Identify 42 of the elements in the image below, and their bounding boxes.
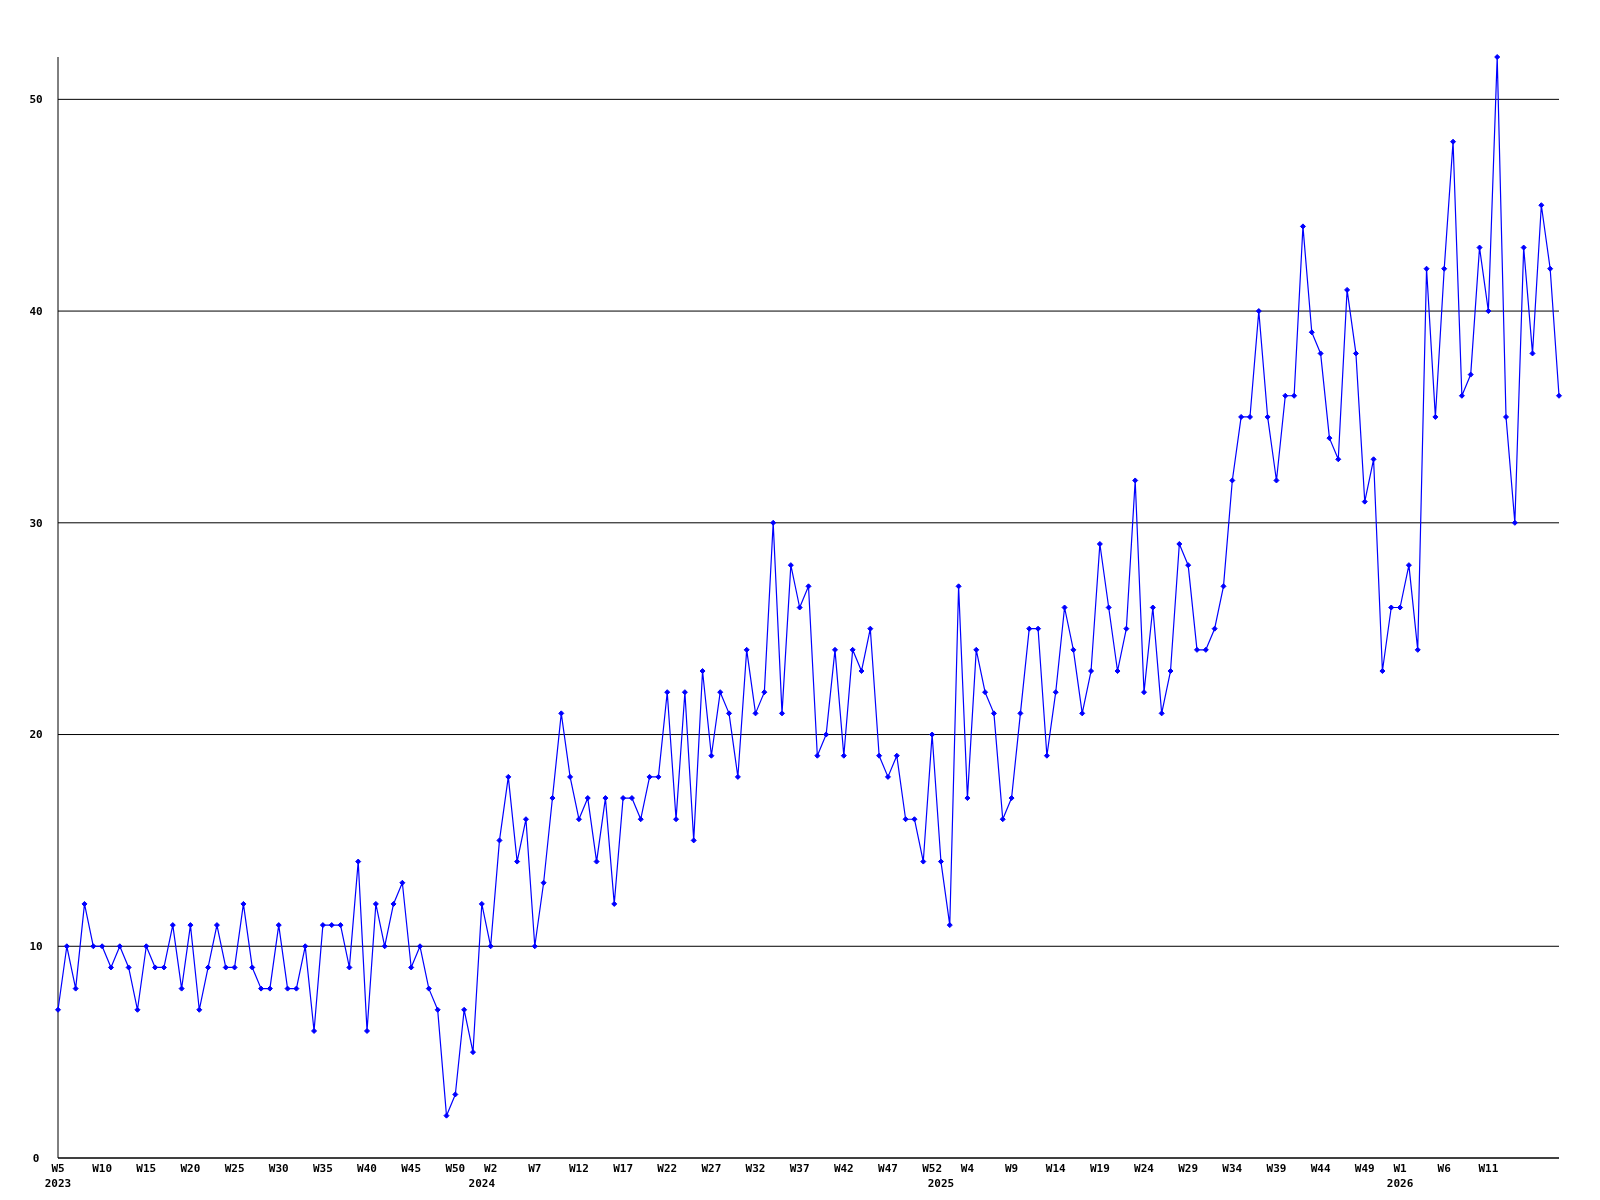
x-tick-label: W4 bbox=[960, 1162, 975, 1175]
x-tick-label: W29 bbox=[1178, 1162, 1199, 1175]
x-tick-label: W42 bbox=[833, 1162, 854, 1175]
x-tick-label: 2024 bbox=[468, 1177, 496, 1190]
x-tick-label: W19 bbox=[1089, 1162, 1110, 1175]
x-tick-label: W14 bbox=[1045, 1162, 1067, 1175]
y-tick-label: 30 bbox=[29, 516, 43, 530]
x-tick-label: W9 bbox=[1004, 1162, 1019, 1175]
x-tick-label: W40 bbox=[357, 1162, 377, 1175]
x-tick-label: W37 bbox=[789, 1162, 810, 1175]
x-tick-label: W12 bbox=[569, 1162, 589, 1175]
x-tick-label: W1 2026 bbox=[1386, 1162, 1414, 1190]
x-tick-label: W32 bbox=[745, 1162, 766, 1175]
x-tick-label: W49 bbox=[1354, 1162, 1375, 1175]
x-tick-label: W52 bbox=[922, 1162, 943, 1175]
x-tick-label: W10 bbox=[92, 1162, 113, 1175]
x-tick-label: W7 bbox=[528, 1162, 542, 1175]
x-tick-label: W34 bbox=[1222, 1162, 1243, 1175]
x-tick-label: W25 bbox=[224, 1162, 245, 1175]
y-tick-label: 20 bbox=[29, 728, 43, 742]
y-tick-label: 10 bbox=[29, 940, 43, 954]
x-tick-label: W30 bbox=[268, 1162, 289, 1175]
x-tick-label: W5 2023 bbox=[44, 1162, 72, 1190]
x-tick-label: W17 bbox=[613, 1162, 634, 1175]
y-tick-label: 0 bbox=[32, 1151, 40, 1165]
x-tick-label: W39 bbox=[1266, 1162, 1287, 1175]
x-tick-label: W2 bbox=[484, 1162, 498, 1175]
x-tick-label: W47 bbox=[878, 1162, 898, 1175]
x-tick-label: W24 bbox=[1134, 1162, 1155, 1175]
x-tick-label: W27 bbox=[701, 1162, 722, 1175]
x-tick-label: W44 bbox=[1310, 1162, 1331, 1175]
x-tick-label: W6 bbox=[1437, 1162, 1452, 1175]
x-tick-label: W15 bbox=[136, 1162, 157, 1175]
x-tick-label: W20 bbox=[180, 1162, 201, 1175]
y-tick-label: 40 bbox=[29, 304, 43, 318]
x-tick-label: 2025 bbox=[927, 1177, 955, 1190]
x-tick-label: W45 bbox=[401, 1162, 422, 1175]
x-tick-label: W35 bbox=[312, 1162, 333, 1175]
y-tick-label: 50 bbox=[29, 93, 43, 107]
x-tick-label: W50 bbox=[445, 1162, 466, 1175]
x-tick-label: W11 bbox=[1478, 1162, 1499, 1175]
x-tick-label: W22 bbox=[657, 1162, 678, 1175]
